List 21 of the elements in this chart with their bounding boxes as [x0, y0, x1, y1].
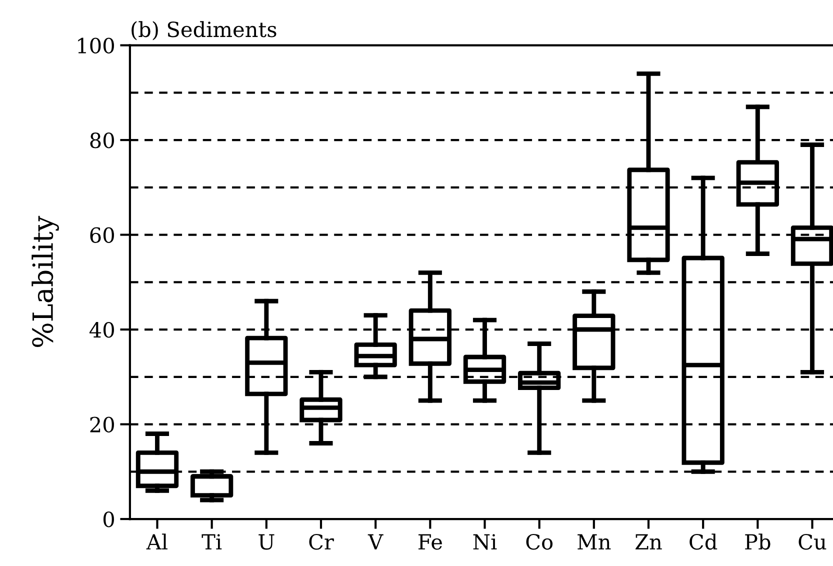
y-tick-label: 20 — [90, 416, 114, 432]
y-tick-label: 40 — [89, 322, 114, 338]
x-tick-label: Cr — [309, 534, 334, 550]
x-tick-label: Al — [146, 534, 168, 550]
y-tick-label: 60 — [90, 227, 114, 243]
x-tick-label: V — [368, 534, 384, 550]
y-axis-title: %Lability — [32, 216, 59, 347]
x-tick-label: Ti — [202, 534, 222, 550]
x-tick-label: Cu — [798, 534, 826, 550]
x-tick-label: Fe — [418, 534, 442, 550]
x-tick-label: Cd — [690, 534, 718, 550]
y-tick-label: 80 — [90, 132, 114, 148]
x-tick-label: Mn — [578, 534, 611, 550]
x-tick-label: Co — [526, 534, 553, 550]
chart-title: (b) Sediments — [132, 21, 276, 40]
y-tick-label: 0 — [103, 511, 114, 528]
y-tick-label: 100 — [78, 38, 114, 54]
x-tick-label: Zn — [635, 534, 662, 550]
x-tick-label: Ni — [473, 534, 497, 550]
x-tick-label: U — [258, 534, 274, 550]
x-tick-label: Pb — [745, 534, 770, 550]
